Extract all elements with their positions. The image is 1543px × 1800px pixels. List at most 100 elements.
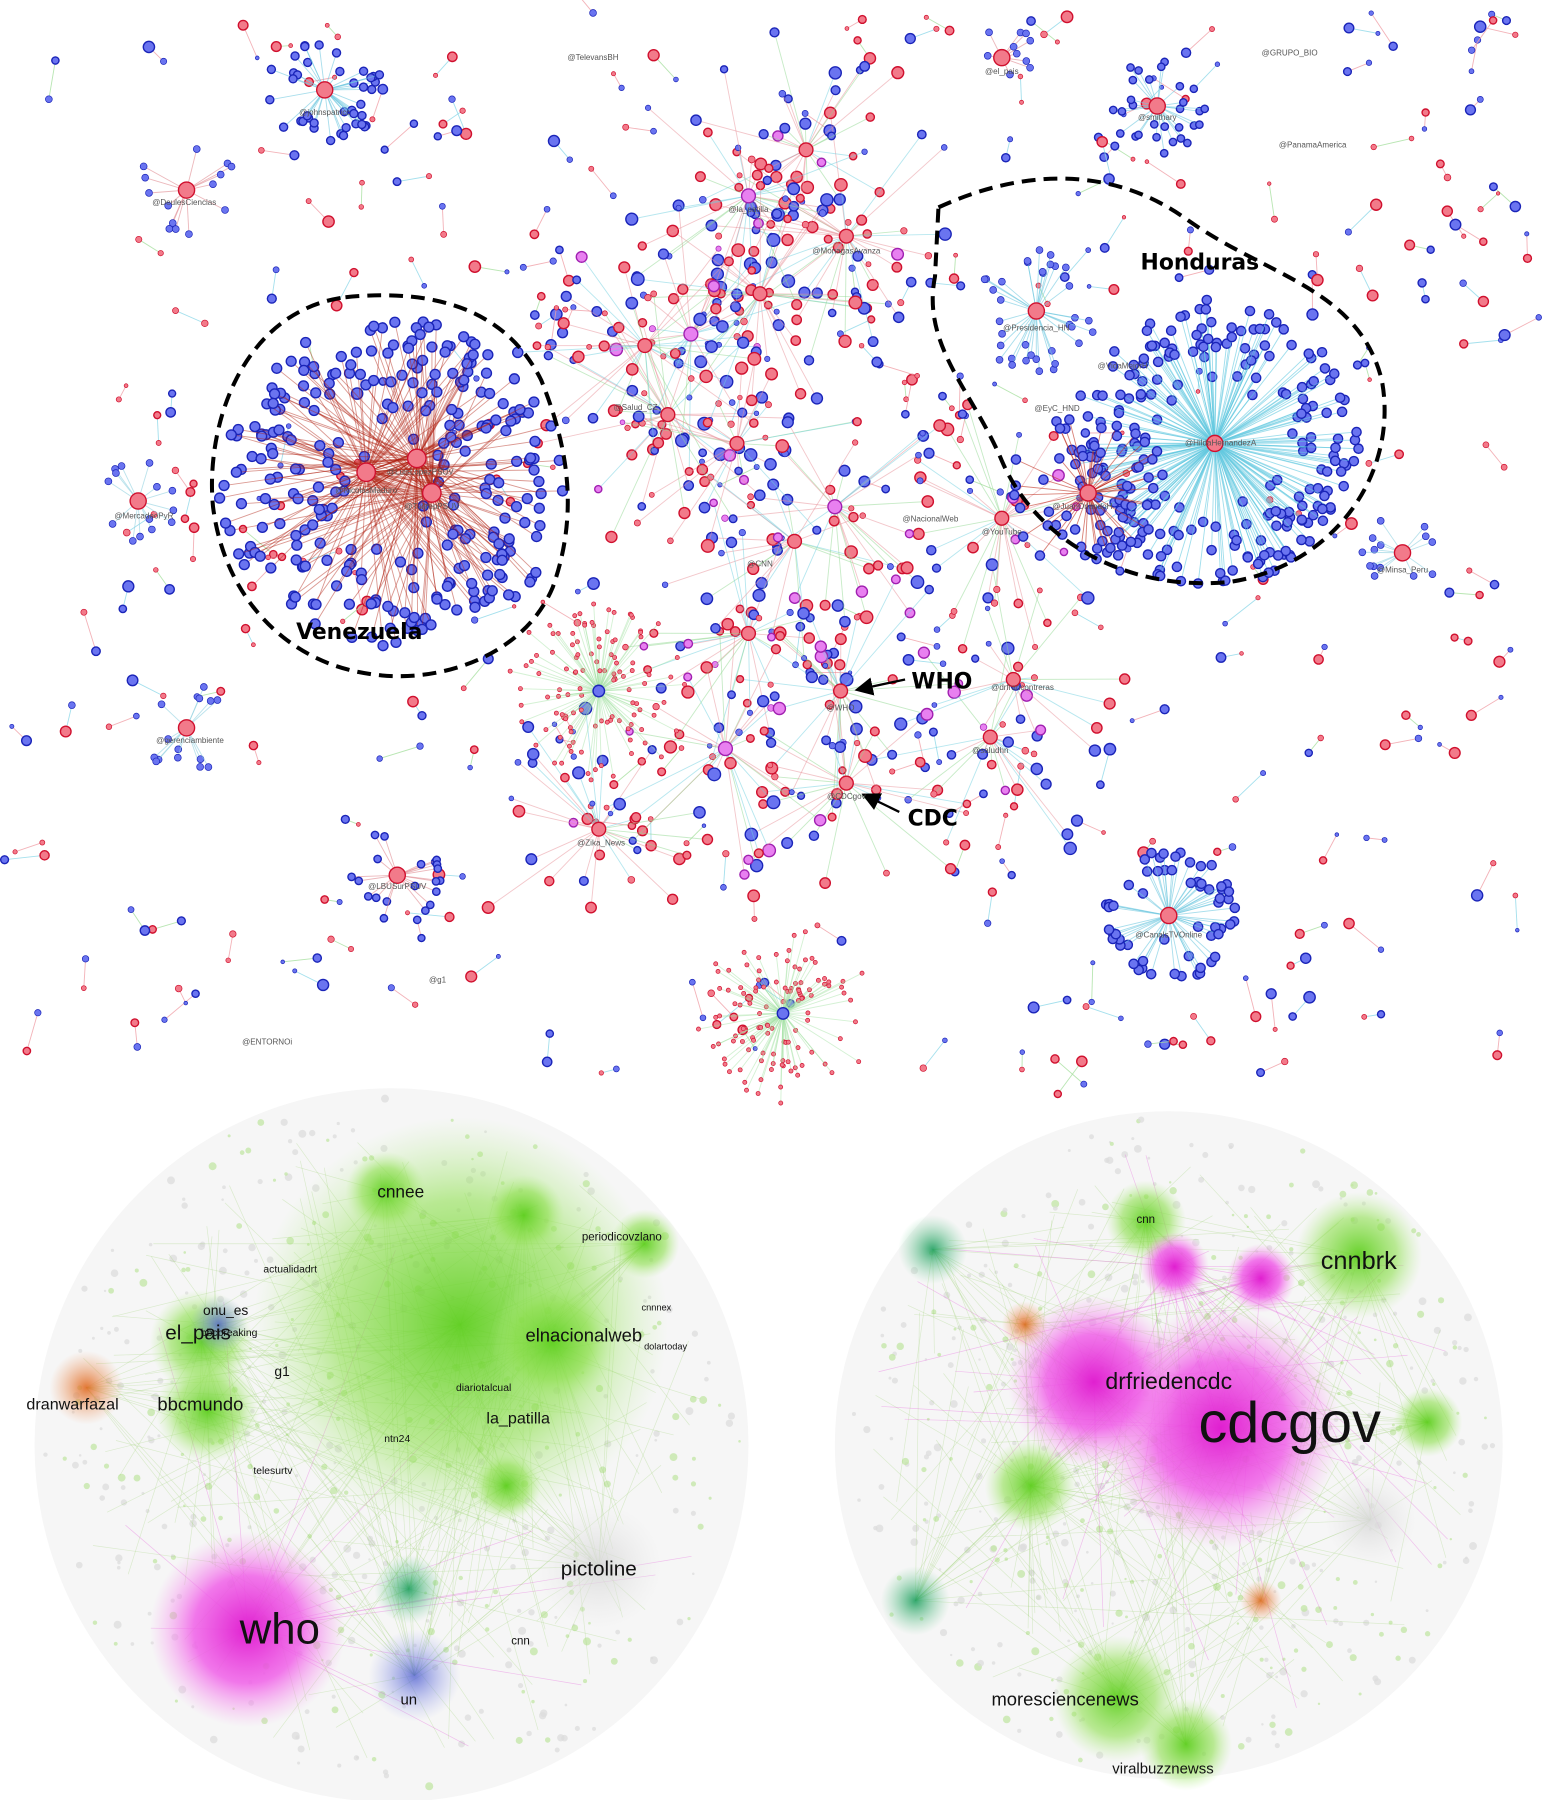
node [1169, 1036, 1178, 1046]
node [340, 618, 346, 624]
node [406, 448, 427, 469]
edge [598, 613, 631, 692]
node [630, 811, 642, 823]
node [290, 529, 302, 542]
node [383, 1773, 390, 1779]
node [1081, 591, 1095, 605]
node [1031, 1647, 1040, 1656]
node [606, 607, 612, 613]
node [1124, 369, 1135, 381]
node [139, 162, 148, 171]
node [1139, 854, 1151, 865]
edge [1192, 351, 1216, 444]
edge [748, 195, 798, 305]
edge [644, 345, 755, 360]
node [937, 1352, 942, 1357]
node [508, 795, 515, 802]
node [315, 81, 334, 99]
node [1278, 324, 1290, 335]
node [1059, 547, 1069, 557]
node [514, 758, 522, 766]
node [765, 1030, 771, 1036]
node [330, 299, 343, 312]
edge [83, 958, 87, 989]
node [90, 1443, 97, 1451]
edge [782, 1013, 789, 1062]
node [230, 466, 242, 478]
edge [996, 518, 1003, 590]
edge [779, 690, 841, 709]
node [782, 195, 789, 202]
node [1133, 461, 1144, 473]
node [273, 1508, 280, 1514]
node [622, 643, 629, 651]
node [1370, 143, 1377, 151]
node [1082, 1003, 1090, 1010]
node [519, 263, 527, 271]
node [1168, 1181, 1172, 1184]
edge [1014, 492, 1089, 496]
edge [845, 236, 874, 342]
node [292, 1149, 299, 1156]
node [347, 872, 356, 882]
node [566, 156, 573, 163]
node [931, 702, 938, 708]
node [80, 608, 88, 616]
node [1271, 520, 1282, 532]
node [904, 607, 916, 619]
edge [598, 683, 645, 692]
node [1035, 246, 1044, 254]
node [1109, 1141, 1114, 1146]
node [431, 386, 443, 398]
node [1129, 718, 1135, 724]
edge [804, 235, 847, 293]
node [747, 351, 762, 366]
node [225, 429, 237, 441]
node [785, 998, 795, 1009]
node [473, 375, 480, 382]
node [199, 1241, 206, 1248]
edge [724, 631, 736, 749]
node [706, 1360, 711, 1365]
edge [808, 236, 847, 361]
node [717, 1013, 723, 1019]
node [1103, 924, 1115, 935]
edge [813, 782, 847, 837]
edge [782, 985, 830, 1014]
node [805, 1010, 811, 1016]
node [221, 1198, 224, 1201]
node [914, 373, 920, 379]
edge [561, 690, 600, 716]
node [848, 699, 863, 714]
node [588, 777, 594, 783]
node [314, 440, 326, 452]
node [755, 785, 769, 799]
node [924, 252, 933, 260]
node [405, 910, 410, 916]
node [345, 359, 357, 371]
node [979, 723, 988, 731]
node [871, 356, 883, 368]
node [728, 514, 738, 524]
node [1321, 643, 1328, 651]
node [737, 1067, 743, 1073]
node [9, 723, 15, 729]
node [832, 683, 849, 699]
node [803, 632, 816, 644]
edge [728, 989, 784, 1014]
node [818, 674, 829, 686]
edge [242, 25, 258, 59]
node [1130, 428, 1141, 439]
node [572, 613, 578, 619]
node [309, 118, 319, 128]
edge [474, 605, 515, 621]
edge [805, 90, 836, 151]
node [248, 1243, 256, 1252]
edge [840, 579, 897, 692]
edge [1054, 1058, 1085, 1085]
node [1250, 1010, 1262, 1023]
node [1417, 724, 1423, 730]
node [376, 755, 383, 762]
node [1242, 552, 1254, 563]
node [599, 718, 604, 724]
